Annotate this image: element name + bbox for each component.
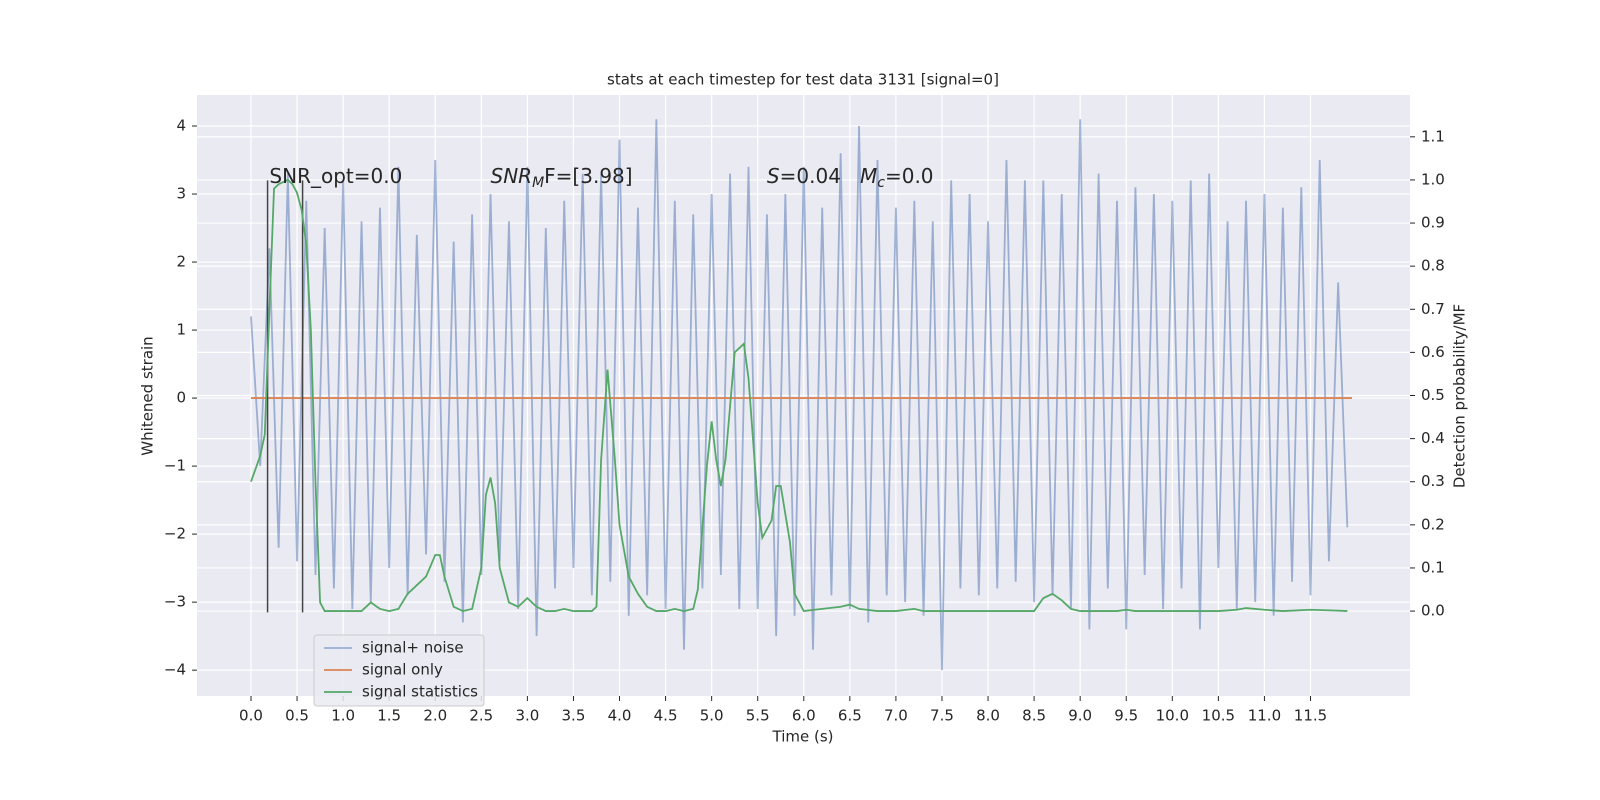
annotation: SNRMF=[3.98] bbox=[491, 164, 633, 192]
y2-tick-label: 0.4 bbox=[1421, 429, 1445, 447]
x-tick-label: 3.0 bbox=[515, 707, 539, 725]
y-axis-label: Whitened strain bbox=[139, 336, 157, 455]
chart-title: stats at each timestep for test data 313… bbox=[607, 71, 999, 89]
y2-tick-label: 0.3 bbox=[1421, 472, 1445, 490]
y2-tick-label: 0.1 bbox=[1421, 558, 1445, 576]
legend-label: signal+ noise bbox=[362, 639, 464, 657]
y2-tick-label: 0.5 bbox=[1421, 386, 1445, 404]
y2-tick-label: 0.8 bbox=[1421, 257, 1445, 275]
annotation: S=0.04 Mc=0.0 bbox=[767, 164, 934, 192]
x-tick-label: 9.0 bbox=[1068, 707, 1092, 725]
x-tick-label: 4.0 bbox=[608, 707, 632, 725]
x-tick-label: 1.0 bbox=[331, 707, 355, 725]
x-tick-label: 9.5 bbox=[1114, 707, 1138, 725]
annotation-part: M bbox=[860, 164, 877, 188]
y-tick-label: −4 bbox=[164, 661, 186, 679]
y2-tick-label: 0.2 bbox=[1421, 515, 1445, 533]
annotation-part: SNR_opt=0.0 bbox=[269, 164, 402, 188]
x-tick-label: 4.5 bbox=[654, 707, 678, 725]
y-tick-label: 0 bbox=[176, 389, 186, 407]
legend-box bbox=[313, 634, 485, 707]
y2-tick-label: 1.0 bbox=[1421, 170, 1445, 188]
x-tick-label: 1.5 bbox=[377, 707, 401, 725]
annotation: SNR_opt=0.0 bbox=[269, 164, 402, 188]
x-tick-label: 5.5 bbox=[746, 707, 770, 725]
annotation-part: SNR bbox=[491, 164, 533, 188]
y-tick-label: −1 bbox=[164, 457, 186, 475]
annotation-part: F=[3.98] bbox=[544, 164, 632, 188]
x-tick-label: 7.0 bbox=[884, 707, 908, 725]
x-tick-label: 8.0 bbox=[976, 707, 1000, 725]
y2-tick-label: 0.6 bbox=[1421, 343, 1445, 361]
y-tick-label: 1 bbox=[176, 321, 186, 339]
x-tick-label: 8.5 bbox=[1022, 707, 1046, 725]
y2-tick-label: 1.1 bbox=[1421, 127, 1445, 145]
x-tick-label: 0.5 bbox=[285, 707, 309, 725]
y2-tick-label: 0.7 bbox=[1421, 300, 1445, 318]
legend-label: signal only bbox=[362, 661, 443, 679]
x-tick-label: 3.5 bbox=[562, 707, 586, 725]
y2-axis-label: Detection probability/MF bbox=[1451, 304, 1469, 488]
x-tick-label: 0.0 bbox=[239, 707, 263, 725]
annotation-part: S bbox=[767, 164, 780, 188]
annotation-part: =0.0 bbox=[885, 164, 934, 188]
annotation-part: =0.04 bbox=[780, 164, 860, 188]
x-tick-label: 10.5 bbox=[1202, 707, 1235, 725]
y-tick-label: −2 bbox=[164, 525, 186, 543]
x-tick-label: 10.0 bbox=[1156, 707, 1189, 725]
x-axis-label: Time (s) bbox=[772, 728, 834, 746]
series-line bbox=[250, 119, 1349, 671]
x-tick-label: 2.0 bbox=[423, 707, 447, 725]
x-tick-label: 5.0 bbox=[700, 707, 724, 725]
y2-tick-label: 0.0 bbox=[1421, 602, 1445, 620]
x-tick-label: 6.0 bbox=[792, 707, 816, 725]
y-tick-label: 3 bbox=[176, 185, 186, 203]
y-tick-label: −3 bbox=[164, 593, 186, 611]
legend-label: signal statistics bbox=[362, 683, 478, 701]
series-line bbox=[250, 178, 1348, 613]
x-tick-label: 2.5 bbox=[469, 707, 493, 725]
annotation-part: M bbox=[532, 175, 544, 191]
y2-tick-label: 0.9 bbox=[1421, 214, 1445, 232]
x-tick-label: 6.5 bbox=[838, 707, 862, 725]
x-tick-label: 7.5 bbox=[930, 707, 954, 725]
y-tick-label: 2 bbox=[176, 253, 186, 271]
y-tick-label: 4 bbox=[176, 117, 186, 135]
x-tick-label: 11.0 bbox=[1248, 707, 1281, 725]
annotation-part: c bbox=[877, 175, 885, 191]
x-tick-label: 11.5 bbox=[1294, 707, 1327, 725]
